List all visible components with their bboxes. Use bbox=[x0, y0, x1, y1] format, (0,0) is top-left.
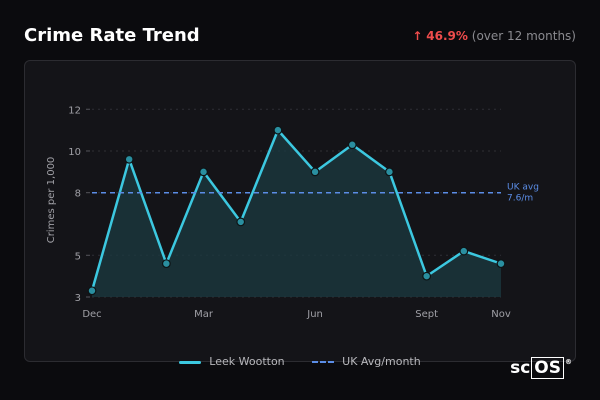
y-tick-label: 12 bbox=[68, 105, 81, 116]
change-percent: 46.9% bbox=[426, 29, 468, 43]
x-tick-label: Sept bbox=[415, 309, 438, 320]
data-point bbox=[459, 246, 469, 256]
line-chart: 3 5 8 10 12 Crimes per 1,000 Dec Mar Jun Sept Nov U… bbox=[46, 105, 539, 320]
data-point bbox=[496, 259, 506, 269]
brand-text-boxed: OS bbox=[531, 357, 564, 379]
y-tick-label: 8 bbox=[75, 189, 81, 200]
y-axis-label: Crimes per 1,000 bbox=[46, 157, 57, 244]
data-point bbox=[422, 271, 432, 281]
brand-logo: sc OS ® bbox=[510, 357, 572, 379]
chart-card: 3 5 8 10 12 Crimes per 1,000 Dec Mar Jun Sept Nov U… bbox=[24, 60, 576, 362]
x-tick-label: Mar bbox=[194, 309, 214, 320]
x-tick-label: Dec bbox=[82, 309, 101, 320]
data-point bbox=[310, 167, 320, 177]
data-point bbox=[273, 125, 283, 135]
legend-series-label: Leek Wootton bbox=[209, 355, 285, 368]
registered-mark: ® bbox=[565, 358, 572, 366]
change-period: (over 12 months) bbox=[471, 29, 576, 43]
chart-title: Crime Rate Trend bbox=[24, 25, 200, 46]
data-point bbox=[87, 286, 97, 296]
uk-average-label: 7.6/m bbox=[507, 194, 533, 204]
data-point bbox=[199, 167, 208, 177]
series-line-swatch-icon bbox=[179, 360, 202, 364]
series-line bbox=[90, 128, 502, 292]
average-dashed-swatch-icon bbox=[312, 361, 335, 363]
data-point bbox=[385, 167, 394, 177]
data-point bbox=[347, 140, 357, 150]
chart-legend: Leek Wootton UK Avg/month bbox=[0, 355, 600, 368]
x-tick-label: Jun bbox=[306, 309, 323, 320]
legend-average-label: UK Avg/month bbox=[342, 355, 421, 368]
brand-text: sc bbox=[510, 358, 531, 378]
legend-item-average[interactable]: UK Avg/month bbox=[312, 355, 421, 368]
x-tick-label: Nov bbox=[491, 309, 511, 320]
uk-average-label: UK avg bbox=[507, 183, 539, 193]
y-tick-label: 3 bbox=[75, 293, 81, 304]
data-point bbox=[236, 217, 246, 227]
y-tick-label: 10 bbox=[68, 147, 81, 158]
series-area-fill bbox=[92, 130, 501, 297]
data-point bbox=[161, 259, 171, 269]
data-point bbox=[124, 154, 134, 164]
change-indicator: ↑ 46.9% (over 12 months) bbox=[412, 29, 576, 43]
y-tick-label: 5 bbox=[75, 251, 81, 262]
legend-item-series[interactable]: Leek Wootton bbox=[179, 355, 285, 368]
trend-up-arrow-icon: ↑ bbox=[412, 29, 423, 43]
